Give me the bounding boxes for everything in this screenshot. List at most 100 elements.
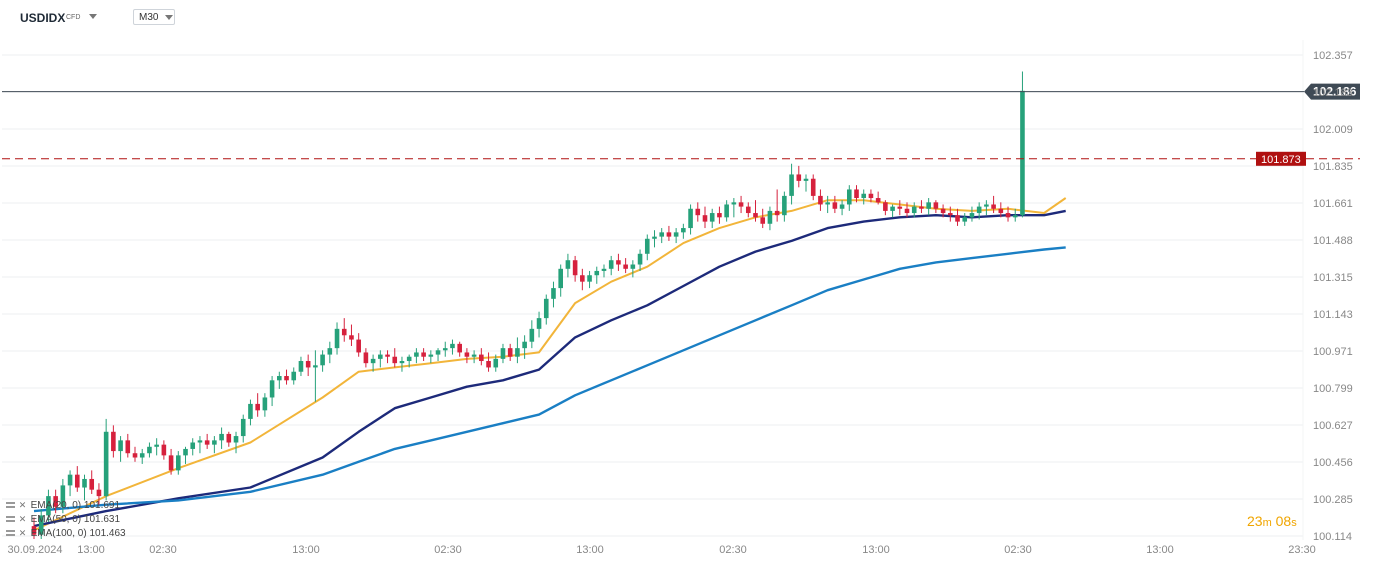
candle [67,470,73,497]
candle-body [176,455,181,471]
candle [298,356,304,377]
candle [493,354,499,372]
candle [818,189,823,211]
candle [38,508,44,540]
candle-body [298,361,304,372]
candle [796,165,802,188]
price-tick-label: 102.183 [1313,87,1353,99]
settings-icon[interactable] [6,515,15,524]
candle [890,204,895,218]
candle-body [515,348,520,357]
candle-body [46,496,51,516]
candle-body [154,444,159,447]
price-axis[interactable]: 102.357 102.183 102.009 101.835 101.661 101.4… [1313,50,1353,543]
candle-body [666,232,672,237]
candle-body [60,485,66,507]
candle-body [875,198,881,203]
candle-body [226,433,232,443]
candle [803,174,809,192]
price-tick-label: 100.456 [1313,457,1353,469]
candle [305,354,311,377]
candle-body [695,208,701,216]
candle [998,202,1004,218]
candle [53,489,58,514]
candle [507,343,513,362]
candle-body [984,204,989,207]
candle [327,341,333,364]
candle [154,438,159,456]
settings-icon[interactable] [6,501,15,510]
candle-body [38,515,44,535]
candle-body [673,232,679,237]
candle-body [53,496,58,507]
legend-ema20[interactable]: ✕ EMA(20, 0) 101.691 [6,499,120,512]
candle-body [818,195,823,205]
candle [666,225,672,241]
candle [702,206,708,229]
candle [529,320,535,349]
candle [479,348,484,366]
candle [933,200,939,214]
close-icon[interactable]: ✕ [18,528,27,538]
candle [204,433,210,449]
candle-body [774,210,780,216]
candle [1005,206,1011,222]
candle-body [204,440,210,445]
candle [630,260,636,278]
candle-body [796,174,802,181]
time-axis[interactable]: 30.09.2024 13:00 02:30 13:00 02:30 13:00 02:30… [7,544,1315,556]
candle [976,202,982,220]
candle [543,294,549,325]
candle-body [334,328,340,349]
candle-body [702,215,708,222]
candle-body [955,215,960,222]
candle [262,393,268,417]
candle-body [601,268,607,271]
candle-body [861,193,867,199]
candle-body [789,174,794,196]
candle-body [536,318,542,329]
candle-body [370,358,376,364]
candle [515,337,520,364]
candle [875,191,881,205]
time-tick-label: 02:30 [149,544,177,556]
candle-body [911,206,917,214]
candle [623,258,628,274]
candle-body [385,354,390,357]
candle-body [810,178,816,196]
candle-body [406,356,412,362]
candle-body [111,431,116,452]
candle-body [212,440,217,445]
legend-ema100[interactable]: ✕ EMA(100, 0) 101.463 [6,527,126,540]
price-tick-label: 102.357 [1313,50,1353,62]
candle [904,202,910,218]
candle-body [82,478,87,488]
legend-ema50[interactable]: ✕ EMA(50, 0) 101.631 [6,513,120,526]
candle-body [753,213,758,218]
candle [695,202,701,222]
candle [767,206,773,231]
candle-body [67,474,73,486]
price-tick-label: 100.799 [1313,383,1353,395]
candle-body [414,352,419,357]
close-icon[interactable]: ✕ [18,500,27,510]
candle [168,448,174,475]
timer-minutes: 23 [1247,513,1263,529]
close-icon[interactable]: ✕ [18,514,27,524]
settings-icon[interactable] [6,529,15,538]
candle-body [125,440,131,454]
series-line-ema-20-0 [33,197,1067,532]
timeframe-select[interactable]: M30 [133,9,175,25]
candle-body [522,341,527,349]
candle-body [919,206,924,209]
candle [861,189,867,205]
candle [753,200,758,222]
symbol-name[interactable]: USDIDX [20,11,66,25]
candle [334,322,340,355]
candle-body [74,474,80,488]
candle [442,341,448,357]
candle [341,318,347,342]
ema-lines [33,197,1067,532]
symbol-dropdown-icon[interactable] [89,14,97,19]
